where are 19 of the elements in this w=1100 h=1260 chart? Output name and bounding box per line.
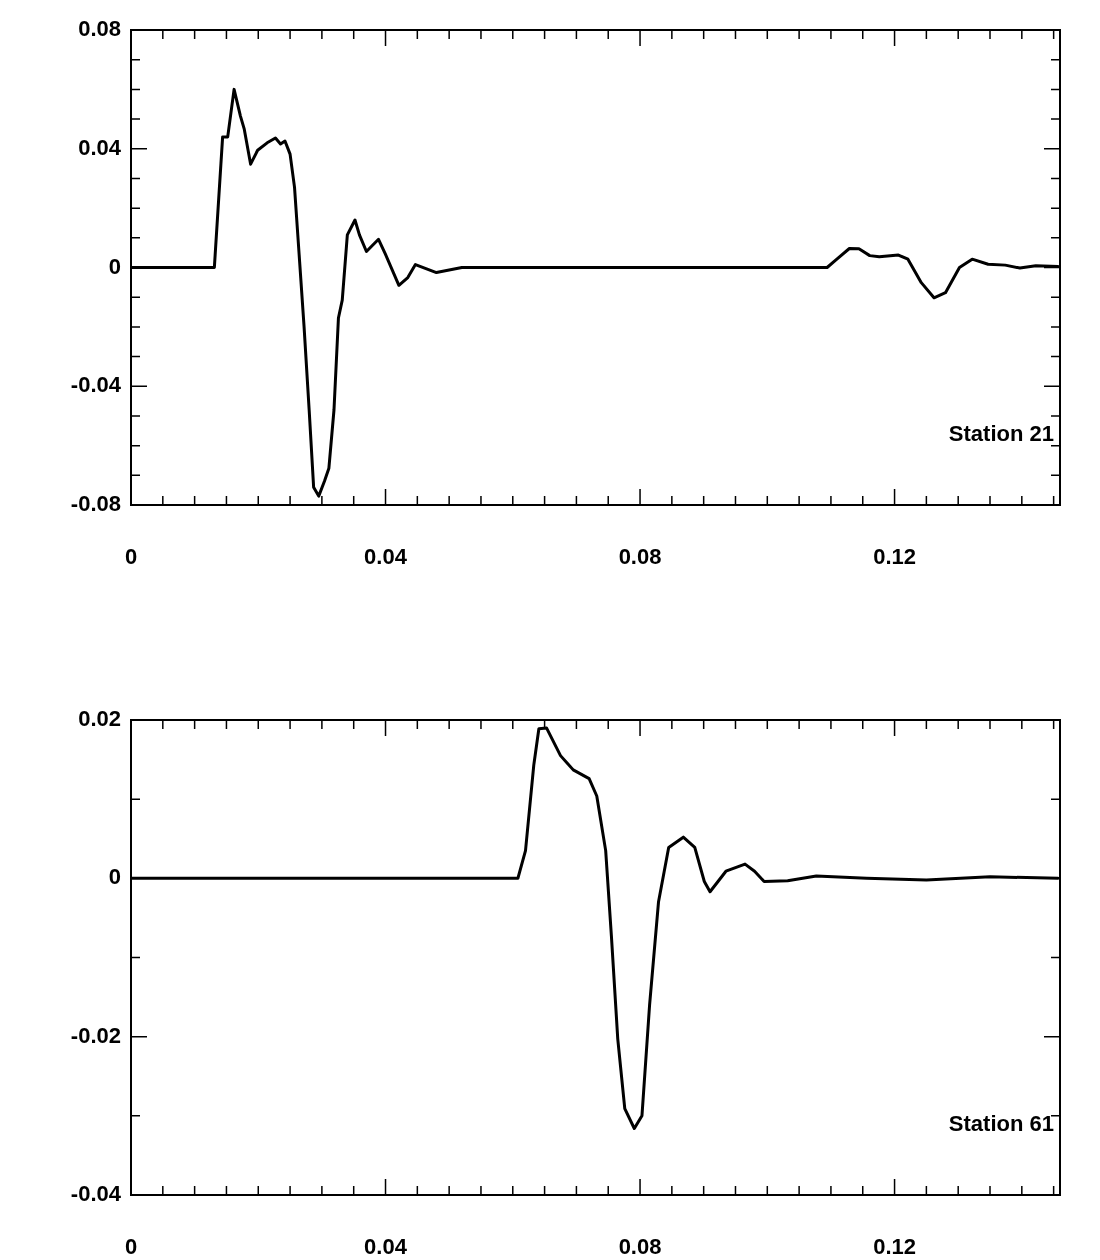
y-tick-label: -0.02 xyxy=(70,1022,121,1048)
x-tick-label: 0 xyxy=(124,544,138,570)
x-tick-label: 0 xyxy=(124,1234,138,1260)
x-tick-label: 0.08 xyxy=(618,1234,662,1260)
y-tick-label: 0 xyxy=(108,864,121,890)
y-tick-label: 0.02 xyxy=(78,706,121,732)
y-tick-label: 0.08 xyxy=(78,16,121,42)
y-tick-label: -0.04 xyxy=(70,372,122,398)
annotation: Station 21 xyxy=(948,421,1054,447)
x-tick-label: 0.12 xyxy=(873,1234,916,1260)
y-tick-label: -0.04 xyxy=(70,1181,122,1207)
x-tick-label: 0.12 xyxy=(873,544,916,570)
x-tick-label: 0.08 xyxy=(618,544,662,570)
annotation: Station 61 xyxy=(948,1111,1054,1137)
x-tick-label: 0.04 xyxy=(364,1234,408,1260)
y-tick-label: 0 xyxy=(108,253,121,279)
y-tick-label: -0.08 xyxy=(70,491,121,517)
y-tick-label: 0.04 xyxy=(78,134,122,160)
x-tick-label: 0.04 xyxy=(364,544,408,570)
